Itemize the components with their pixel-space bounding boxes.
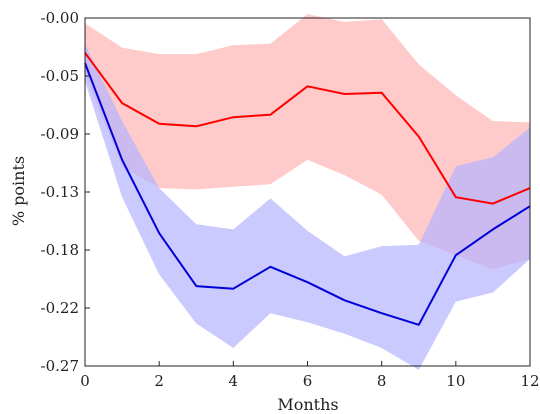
series-line-1 bbox=[84, 52, 531, 205]
x-axis-ticks: 0 2 4 6 8 10 12 bbox=[80, 361, 540, 390]
series-line-2 bbox=[84, 62, 531, 326]
series-lines bbox=[84, 52, 531, 326]
x-tick-label: 6 bbox=[303, 372, 313, 390]
y-axis-label: % points bbox=[9, 156, 28, 226]
y-tick-label: -0.18 bbox=[41, 241, 79, 259]
confidence-band-1 bbox=[85, 14, 530, 270]
x-tick-label: 8 bbox=[377, 372, 387, 390]
y-axis-ticks: -0.00 -0.05 -0.09 -0.13 -0.18 -0.22 -0.27 bbox=[41, 9, 90, 375]
y-tick-label: -0.00 bbox=[41, 9, 79, 27]
x-axis-label: Months bbox=[277, 395, 338, 414]
y-tick-label: -0.09 bbox=[41, 125, 79, 143]
y-tick-label: -0.13 bbox=[41, 183, 79, 201]
x-tick-label: 10 bbox=[446, 372, 465, 390]
x-tick-label: 12 bbox=[520, 372, 539, 390]
y-tick-label: -0.27 bbox=[41, 357, 79, 375]
confidence-band-2 bbox=[85, 43, 530, 370]
x-tick-label: 4 bbox=[229, 372, 239, 390]
confidence-bands bbox=[85, 14, 530, 370]
y-tick-label: -0.22 bbox=[41, 299, 79, 317]
x-tick-label: 2 bbox=[154, 372, 164, 390]
y-tick-label: -0.05 bbox=[41, 67, 79, 85]
x-tick-label: 0 bbox=[80, 372, 90, 390]
